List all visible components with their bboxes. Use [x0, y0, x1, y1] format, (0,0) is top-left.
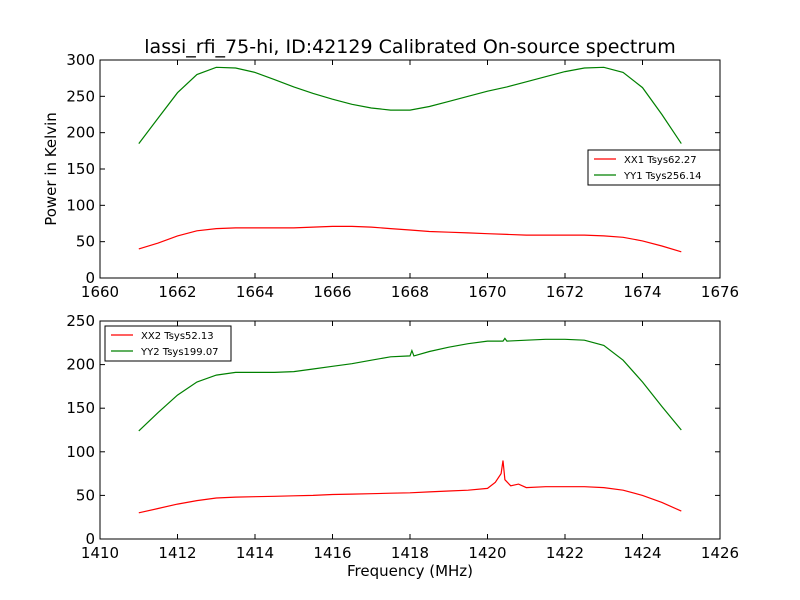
top-y-tick-label: 200	[66, 124, 95, 142]
top-x-tick-label: 1672	[546, 283, 584, 301]
bottom-x-tick-label: 1424	[623, 544, 661, 562]
top-x-ticks: 1660 1662 1664 1666 1668 1670 1672 1674 1676	[81, 60, 739, 301]
bottom-x-axis-label: Frequency (MHz)	[347, 562, 473, 580]
top-x-tick-label: 1662	[158, 283, 196, 301]
bottom-legend: XX2 Tsys52.13 YY2 Tsys199.07	[104, 325, 232, 362]
top-y-tick-label: 50	[76, 233, 95, 251]
top-x-tick-label: 1664	[236, 283, 274, 301]
subplot-top: 1660 1662 1664 1666 1668 1670 1672 1674 1676 0 50…	[42, 51, 739, 301]
top-y-tick-label: 0	[85, 269, 95, 287]
top-y-tick-label: 150	[66, 160, 95, 178]
bottom-x-tick-label: 1422	[546, 544, 584, 562]
top-x-tick-label: 1666	[313, 283, 351, 301]
chart-title: lassi_rfi_75-hi, ID:42129 Calibrated On-…	[144, 36, 675, 58]
top-y-tick-label: 250	[66, 87, 95, 105]
top-legend-label-1: XX1 Tsys62.27	[624, 155, 697, 166]
subplot-bottom: 1410 1412 1414 1416 1418 1420 1422 1424 1426 0 50…	[66, 312, 739, 580]
bottom-legend-label-1: XX2 Tsys52.13	[141, 331, 214, 342]
bottom-legend-label-2: YY2 Tsys199.07	[140, 347, 219, 358]
top-plot-lines	[138, 66, 682, 253]
bottom-y-tick-label: 200	[66, 356, 95, 374]
bottom-x-tick-label: 1412	[158, 544, 196, 562]
bottom-y-tick-label: 150	[66, 399, 95, 417]
bottom-series-line-2	[138, 337, 682, 432]
top-x-tick-label: 1660	[81, 283, 119, 301]
top-x-tick-label: 1674	[623, 283, 661, 301]
top-x-tick-label: 1668	[391, 283, 429, 301]
bottom-legend-box	[104, 325, 232, 362]
bottom-y-tick-label: 100	[66, 443, 95, 461]
bottom-x-tick-label: 1418	[391, 544, 429, 562]
top-legend-box	[587, 149, 721, 186]
bottom-x-ticks: 1410 1412 1414 1416 1418 1420 1422 1424 1426	[81, 321, 739, 562]
top-legend: XX1 Tsys62.27 YY1 Tsys256.14	[587, 149, 721, 186]
top-series-line-2	[138, 66, 682, 144]
bottom-x-tick-label: 1414	[236, 544, 274, 562]
bottom-series-line-1	[138, 460, 682, 514]
bottom-x-tick-label: 1426	[701, 544, 739, 562]
bottom-x-tick-label: 1416	[313, 544, 351, 562]
top-x-tick-label: 1676	[701, 283, 739, 301]
bottom-plot-lines	[138, 337, 682, 514]
top-y-ticks: 0 50 100 150 200 250 300	[66, 51, 720, 287]
bottom-y-ticks: 0 50 100 150 200 250	[66, 312, 720, 548]
bottom-y-tick-label: 50	[76, 486, 95, 504]
top-series-line-1	[138, 225, 682, 253]
top-x-tick-label: 1670	[468, 283, 506, 301]
top-y-axis-label: Power in Kelvin	[42, 112, 60, 226]
bottom-y-tick-label: 250	[66, 312, 95, 330]
bottom-x-tick-label: 1420	[468, 544, 506, 562]
top-legend-label-2: YY1 Tsys256.14	[623, 171, 702, 182]
top-y-tick-label: 300	[66, 51, 95, 69]
bottom-y-tick-label: 0	[85, 530, 95, 548]
bottom-x-tick-label: 1410	[81, 544, 119, 562]
top-y-tick-label: 100	[66, 196, 95, 214]
